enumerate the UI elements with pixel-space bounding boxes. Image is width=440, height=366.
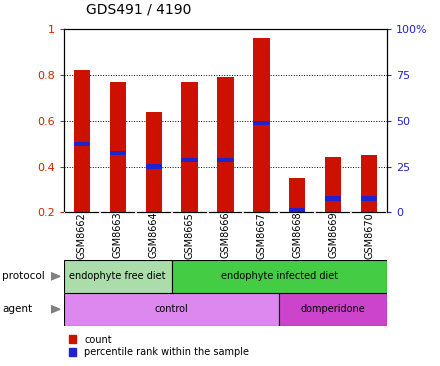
Bar	[289, 178, 305, 212]
Legend: count, percentile rank within the sample: count, percentile rank within the sample	[69, 335, 249, 358]
Text: endophyte free diet: endophyte free diet	[70, 271, 166, 281]
Text: GDS491 / 4190: GDS491 / 4190	[86, 3, 191, 16]
Bar	[325, 197, 341, 201]
Text: agent: agent	[2, 304, 32, 314]
Text: endophyte infected diet: endophyte infected diet	[221, 271, 338, 281]
Text: GSM8662: GSM8662	[77, 212, 87, 258]
Text: GSM8668: GSM8668	[292, 212, 302, 258]
Bar	[181, 158, 198, 162]
Bar	[73, 71, 90, 212]
Text: GSM8666: GSM8666	[220, 212, 231, 258]
Text: GSM8663: GSM8663	[113, 212, 123, 258]
Bar	[64, 293, 279, 326]
Bar	[361, 197, 378, 201]
Text: GSM8665: GSM8665	[184, 212, 194, 258]
Bar	[146, 112, 162, 212]
Text: domperidone: domperidone	[301, 304, 366, 314]
Polygon shape	[51, 272, 60, 280]
Bar	[146, 164, 162, 169]
Bar	[361, 155, 378, 212]
Text: control: control	[155, 304, 188, 314]
Bar	[181, 82, 198, 212]
Bar	[289, 208, 305, 212]
Polygon shape	[51, 305, 60, 313]
Bar	[73, 142, 90, 146]
Bar	[217, 77, 234, 212]
Text: GSM8670: GSM8670	[364, 212, 374, 258]
Bar	[253, 121, 270, 125]
Bar	[64, 260, 172, 293]
Bar	[325, 157, 341, 212]
Bar	[253, 38, 270, 212]
Text: GSM8669: GSM8669	[328, 212, 338, 258]
Bar	[110, 82, 126, 212]
Text: protocol: protocol	[2, 271, 45, 281]
Text: GSM8664: GSM8664	[149, 212, 159, 258]
Text: GSM8667: GSM8667	[257, 212, 267, 258]
Bar	[110, 151, 126, 155]
Bar	[279, 293, 387, 326]
Bar	[172, 260, 387, 293]
Bar	[217, 158, 234, 162]
